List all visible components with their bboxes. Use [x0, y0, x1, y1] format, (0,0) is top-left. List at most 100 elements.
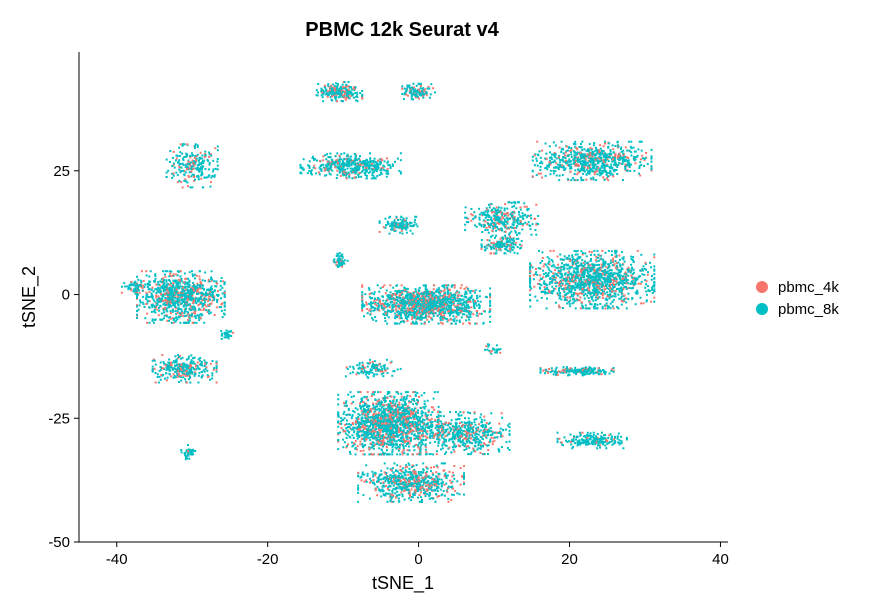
point-pbmc-8k — [161, 295, 164, 298]
point-pbmc-8k — [378, 298, 381, 301]
point-pbmc-8k — [194, 277, 196, 280]
point-pbmc-8k — [508, 232, 511, 235]
point-pbmc-8k — [520, 240, 523, 242]
point-pbmc-8k — [495, 249, 498, 252]
point-pbmc-8k — [550, 158, 553, 161]
point-pbmc-4k — [170, 375, 173, 378]
point-pbmc-8k — [194, 178, 196, 181]
point-pbmc-8k — [183, 312, 186, 315]
point-pbmc-8k — [438, 300, 441, 303]
point-pbmc-8k — [223, 295, 226, 298]
point-pbmc-8k — [187, 373, 190, 376]
point-pbmc-4k — [424, 88, 427, 91]
point-pbmc-8k — [460, 294, 463, 297]
point-pbmc-8k — [343, 94, 346, 97]
point-pbmc-8k — [442, 307, 445, 310]
point-pbmc-4k — [565, 145, 568, 148]
point-pbmc-8k — [201, 302, 204, 305]
point-pbmc-8k — [372, 171, 375, 173]
point-pbmc-8k — [505, 220, 508, 223]
point-pbmc-8k — [154, 363, 157, 366]
point-pbmc-8k — [500, 228, 503, 231]
point-pbmc-4k — [597, 151, 600, 154]
point-pbmc-8k — [406, 287, 409, 290]
point-pbmc-4k — [412, 304, 415, 307]
point-pbmc-8k — [449, 298, 452, 300]
point-pbmc-8k — [190, 175, 193, 178]
point-pbmc-8k — [329, 168, 332, 171]
point-pbmc-4k — [476, 310, 479, 313]
point-pbmc-4k — [624, 146, 627, 149]
point-pbmc-8k — [611, 160, 614, 163]
point-pbmc-8k — [210, 176, 213, 179]
point-pbmc-8k — [385, 300, 388, 302]
point-pbmc-4k — [625, 165, 628, 168]
point-pbmc-8k — [605, 173, 608, 176]
point-pbmc-8k — [172, 156, 174, 159]
point-pbmc-4k — [509, 235, 512, 238]
point-pbmc-8k — [455, 310, 458, 313]
point-pbmc-4k — [182, 286, 185, 289]
point-pbmc-8k — [582, 172, 585, 175]
point-pbmc-8k — [621, 159, 624, 162]
point-pbmc-8k — [197, 358, 200, 361]
point-pbmc-4k — [206, 376, 209, 379]
point-pbmc-4k — [490, 252, 493, 255]
point-pbmc-4k — [199, 317, 202, 320]
point-pbmc-8k — [338, 166, 341, 168]
point-pbmc-8k — [398, 305, 401, 308]
point-pbmc-8k — [607, 160, 610, 163]
point-pbmc-4k — [490, 241, 493, 244]
point-pbmc-8k — [510, 242, 513, 245]
point-pbmc-8k — [554, 154, 557, 157]
point-pbmc-4k — [574, 179, 577, 182]
point-pbmc-8k — [650, 157, 653, 160]
point-pbmc-8k — [535, 222, 538, 225]
point-pbmc-8k — [181, 144, 184, 147]
point-pbmc-8k — [185, 363, 188, 366]
point-pbmc-8k — [425, 314, 427, 317]
point-pbmc-8k — [508, 217, 511, 220]
point-pbmc-4k — [420, 295, 423, 298]
point-pbmc-4k — [576, 148, 579, 151]
point-pbmc-8k — [522, 214, 525, 217]
point-pbmc-8k — [388, 297, 391, 300]
point-pbmc-8k — [134, 281, 137, 284]
point-pbmc-8k — [503, 223, 506, 226]
point-pbmc-8k — [478, 295, 481, 298]
point-pbmc-8k — [385, 175, 388, 178]
point-pbmc-8k — [338, 252, 341, 255]
point-pbmc-8k — [587, 172, 590, 175]
point-pbmc-4k — [330, 160, 333, 163]
point-pbmc-8k — [504, 226, 507, 229]
point-pbmc-4k — [120, 291, 123, 294]
point-pbmc-8k — [169, 304, 172, 307]
point-pbmc-8k — [435, 303, 437, 306]
point-pbmc-8k — [421, 87, 424, 90]
point-pbmc-8k — [604, 152, 606, 155]
point-pbmc-8k — [167, 367, 170, 370]
point-pbmc-8k — [333, 258, 336, 261]
point-pbmc-8k — [401, 306, 404, 309]
point-pbmc-8k — [342, 160, 345, 163]
point-pbmc-8k — [492, 244, 495, 246]
point-pbmc-8k — [610, 163, 613, 166]
point-pbmc-8k — [190, 289, 193, 292]
point-pbmc-8k — [180, 280, 183, 283]
point-pbmc-8k — [206, 158, 209, 161]
point-pbmc-8k — [493, 222, 496, 225]
point-pbmc-8k — [497, 242, 499, 245]
point-pbmc-8k — [473, 306, 476, 309]
point-pbmc-8k — [339, 164, 342, 167]
point-pbmc-8k — [581, 168, 584, 170]
point-pbmc-8k — [329, 173, 332, 176]
point-pbmc-8k — [411, 304, 413, 307]
point-pbmc-8k — [399, 171, 402, 174]
point-pbmc-8k — [165, 171, 168, 174]
point-pbmc-8k — [192, 275, 195, 278]
point-pbmc-4k — [463, 287, 466, 290]
point-pbmc-4k — [489, 203, 492, 206]
point-pbmc-8k — [342, 164, 345, 167]
point-pbmc-8k — [411, 86, 414, 89]
point-pbmc-8k — [478, 307, 481, 309]
